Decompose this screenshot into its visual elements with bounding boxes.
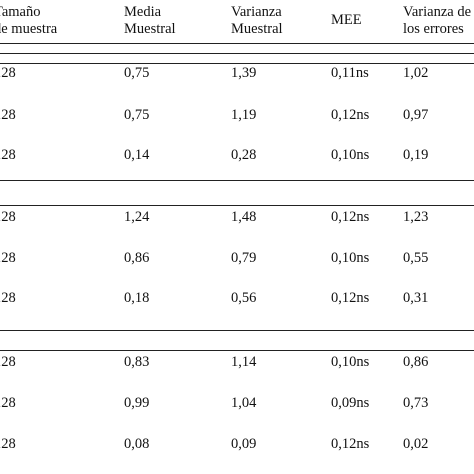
table-cell: 128	[0, 395, 16, 411]
table-cell: 1,02	[403, 65, 429, 81]
header-sample-mean-line1: Media	[124, 4, 162, 20]
table-cell: 128	[0, 436, 16, 452]
header-error-variance-line1: Varianza de	[403, 4, 472, 20]
rule-group-3-sub	[0, 350, 474, 351]
header-sample-size: Tamaño de muestra	[0, 4, 57, 38]
header-sample-variance-line1: Varianza	[231, 4, 282, 20]
header-sample-variance-line2: Muestral	[231, 21, 283, 37]
table-cell: 1,24	[124, 209, 150, 225]
table-cell: 0,73	[403, 395, 429, 411]
table-cell: 0,97	[403, 107, 429, 123]
table-cell: 128	[0, 354, 16, 370]
table-cell: 1,48	[231, 209, 257, 225]
table-cell: 128	[0, 250, 16, 266]
table-cell: 1,39	[231, 65, 257, 81]
table-cell: 1,04	[231, 395, 257, 411]
table-cell: 1,14	[231, 354, 257, 370]
rule-under-header	[0, 43, 474, 44]
header-error-variance: Varianza de los errores	[403, 4, 471, 38]
table-cell: 0,10ns	[331, 250, 370, 266]
rule-group-2-top	[0, 180, 474, 181]
table-cell: 128	[0, 147, 16, 163]
table-cell: 0,19	[403, 147, 429, 163]
table-cell: 0,18	[124, 290, 150, 306]
table-cell: 0,86	[403, 354, 429, 370]
table-cell: 0,86	[124, 250, 150, 266]
table-cell: 0,12ns	[331, 436, 370, 452]
header-mee: MEE	[331, 12, 362, 29]
table-cell: 0,09ns	[331, 395, 370, 411]
table-cell: 0,75	[124, 107, 150, 123]
header-sample-size-line1: Tamaño	[0, 4, 41, 20]
header-sample-mean-line2: Muestral	[124, 21, 176, 37]
table-cell: 0,31	[403, 290, 429, 306]
header-error-variance-line2: los errores	[403, 21, 464, 37]
table-cell: 0,08	[124, 436, 150, 452]
table-cell: 128	[0, 107, 16, 123]
rule-group-1-sub	[0, 63, 474, 64]
table-cell: 0,99	[124, 395, 150, 411]
rule-group-2-sub	[0, 205, 474, 206]
header-sample-variance: Varianza Muestral	[231, 4, 283, 38]
table-cell: 0,75	[124, 65, 150, 81]
table-cell: 128	[0, 65, 16, 81]
table-cell: 0,10ns	[331, 354, 370, 370]
table-cell: 0,09	[231, 436, 257, 452]
table-cell: 128	[0, 209, 16, 225]
table-cell: 0,28	[231, 147, 257, 163]
table-cell: 0,79	[231, 250, 257, 266]
table-cell: 0,14	[124, 147, 150, 163]
table-cell: 0,12ns	[331, 290, 370, 306]
table-cell: 1,23	[403, 209, 429, 225]
table-cell: 128	[0, 290, 16, 306]
table-cell: 0,12ns	[331, 107, 370, 123]
rule-group-1-top	[0, 53, 474, 54]
header-sample-mean: Media Muestral	[124, 4, 176, 38]
table-cell: 0,10ns	[331, 147, 370, 163]
table-cell: 0,12ns	[331, 209, 370, 225]
header-sample-size-line2: de muestra	[0, 21, 58, 37]
table-cell: 0,83	[124, 354, 150, 370]
table-cell: 0,56	[231, 290, 257, 306]
table-cell: 0,11ns	[331, 65, 369, 81]
table-cell: 0,02	[403, 436, 429, 452]
table-cell: 0,55	[403, 250, 429, 266]
rule-group-3-top	[0, 330, 474, 331]
table-cell: 1,19	[231, 107, 257, 123]
header-mee-line1: MEE	[331, 12, 362, 28]
